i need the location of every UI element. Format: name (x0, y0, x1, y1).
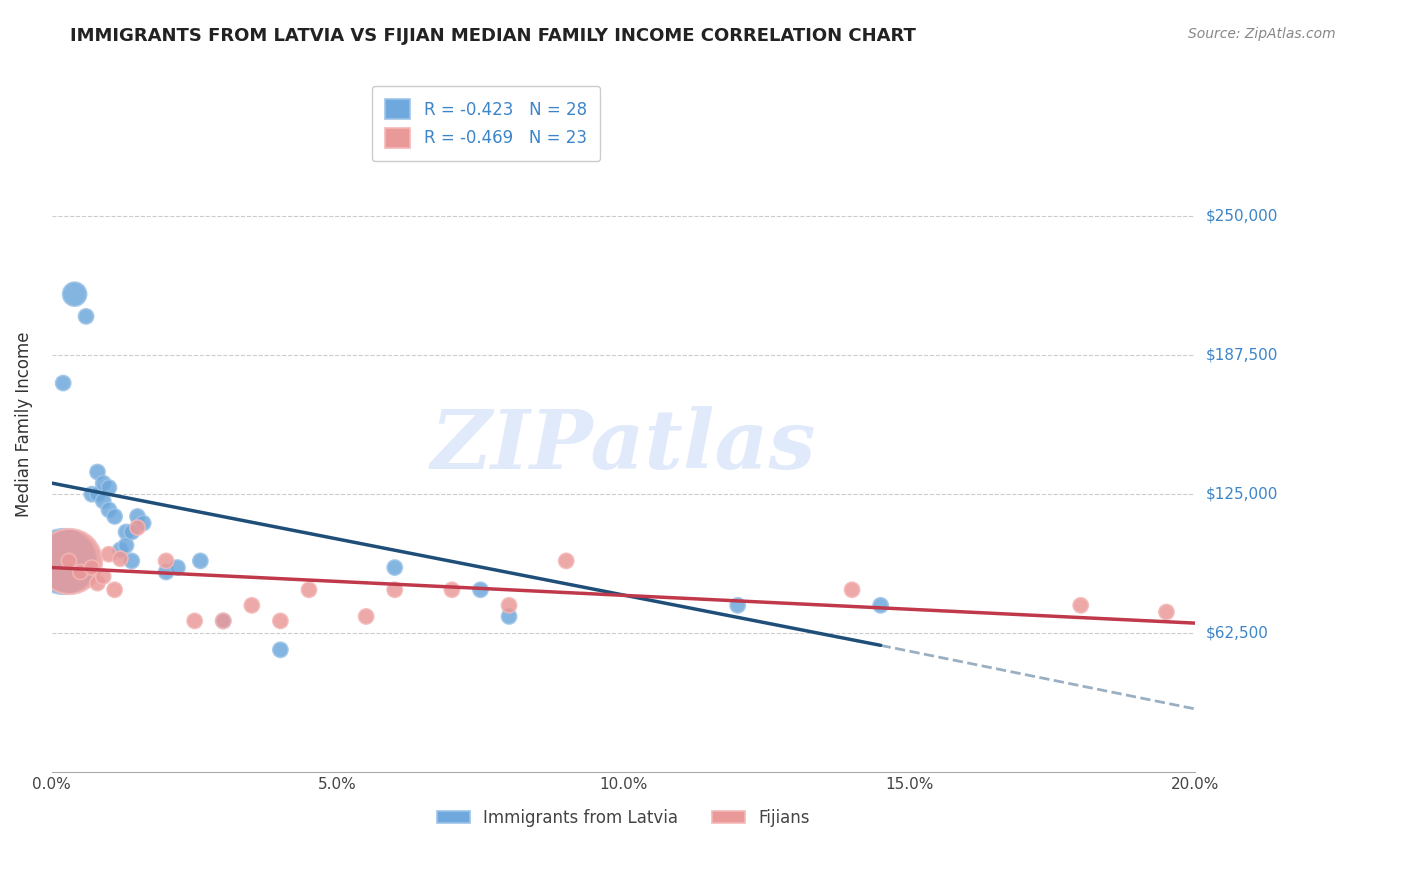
Point (727, 599, 749, 613)
Point (104, 509, 127, 524)
Point (127, 520, 149, 534)
Point (75, 310, 97, 324)
Point (97, 481, 120, 495)
Point (498, 599, 520, 613)
Point (52, 376, 75, 390)
Point (354, 609, 377, 624)
Point (183, 614, 205, 628)
Y-axis label: Median Family Income: Median Family Income (15, 332, 32, 517)
Text: IMMIGRANTS FROM LATVIA VS FIJIAN MEDIAN FAMILY INCOME CORRELATION CHART: IMMIGRANTS FROM LATVIA VS FIJIAN MEDIAN … (70, 27, 917, 45)
Text: Source: ZipAtlas.com: Source: ZipAtlas.com (1188, 27, 1336, 41)
Point (91, 569, 114, 583)
Point (132, 516, 155, 530)
Point (155, 554, 177, 568)
Point (110, 551, 132, 566)
Point (127, 509, 149, 524)
Point (52, 554, 75, 568)
Point (555, 554, 578, 568)
Point (269, 614, 291, 628)
Point (440, 582, 463, 597)
Text: $250,000: $250,000 (1206, 209, 1278, 224)
Legend: Immigrants from Latvia, Fijians: Immigrants from Latvia, Fijians (430, 802, 817, 833)
Point (869, 599, 891, 613)
Point (58, 554, 80, 568)
Point (155, 565, 177, 579)
Point (80, 487, 103, 501)
Point (190, 554, 212, 568)
Point (58, 554, 80, 568)
Point (104, 582, 127, 597)
Point (69, 565, 91, 579)
Point (212, 614, 235, 628)
Point (841, 582, 863, 597)
Text: ZIPatlas: ZIPatlas (430, 406, 815, 485)
Point (110, 542, 132, 557)
Point (86, 487, 108, 501)
Point (384, 560, 406, 574)
Point (91, 494, 114, 508)
Point (86, 465, 108, 479)
Point (121, 524, 143, 539)
Point (384, 582, 406, 597)
Point (97, 502, 120, 516)
Point (115, 524, 138, 539)
Point (86, 576, 108, 591)
Point (470, 582, 492, 597)
Point (91, 476, 114, 491)
Point (121, 554, 143, 568)
Point (166, 560, 188, 574)
Point (298, 582, 321, 597)
Text: $62,500: $62,500 (1206, 625, 1270, 640)
Text: $187,500: $187,500 (1206, 348, 1278, 363)
Point (1156, 605, 1178, 619)
Point (80, 560, 103, 574)
Point (97, 547, 120, 561)
Point (1070, 599, 1092, 613)
Text: $125,000: $125,000 (1206, 487, 1278, 501)
Point (115, 538, 138, 552)
Point (240, 599, 263, 613)
Point (63, 287, 86, 301)
Point (212, 614, 235, 628)
Point (498, 609, 520, 624)
Point (269, 642, 291, 657)
